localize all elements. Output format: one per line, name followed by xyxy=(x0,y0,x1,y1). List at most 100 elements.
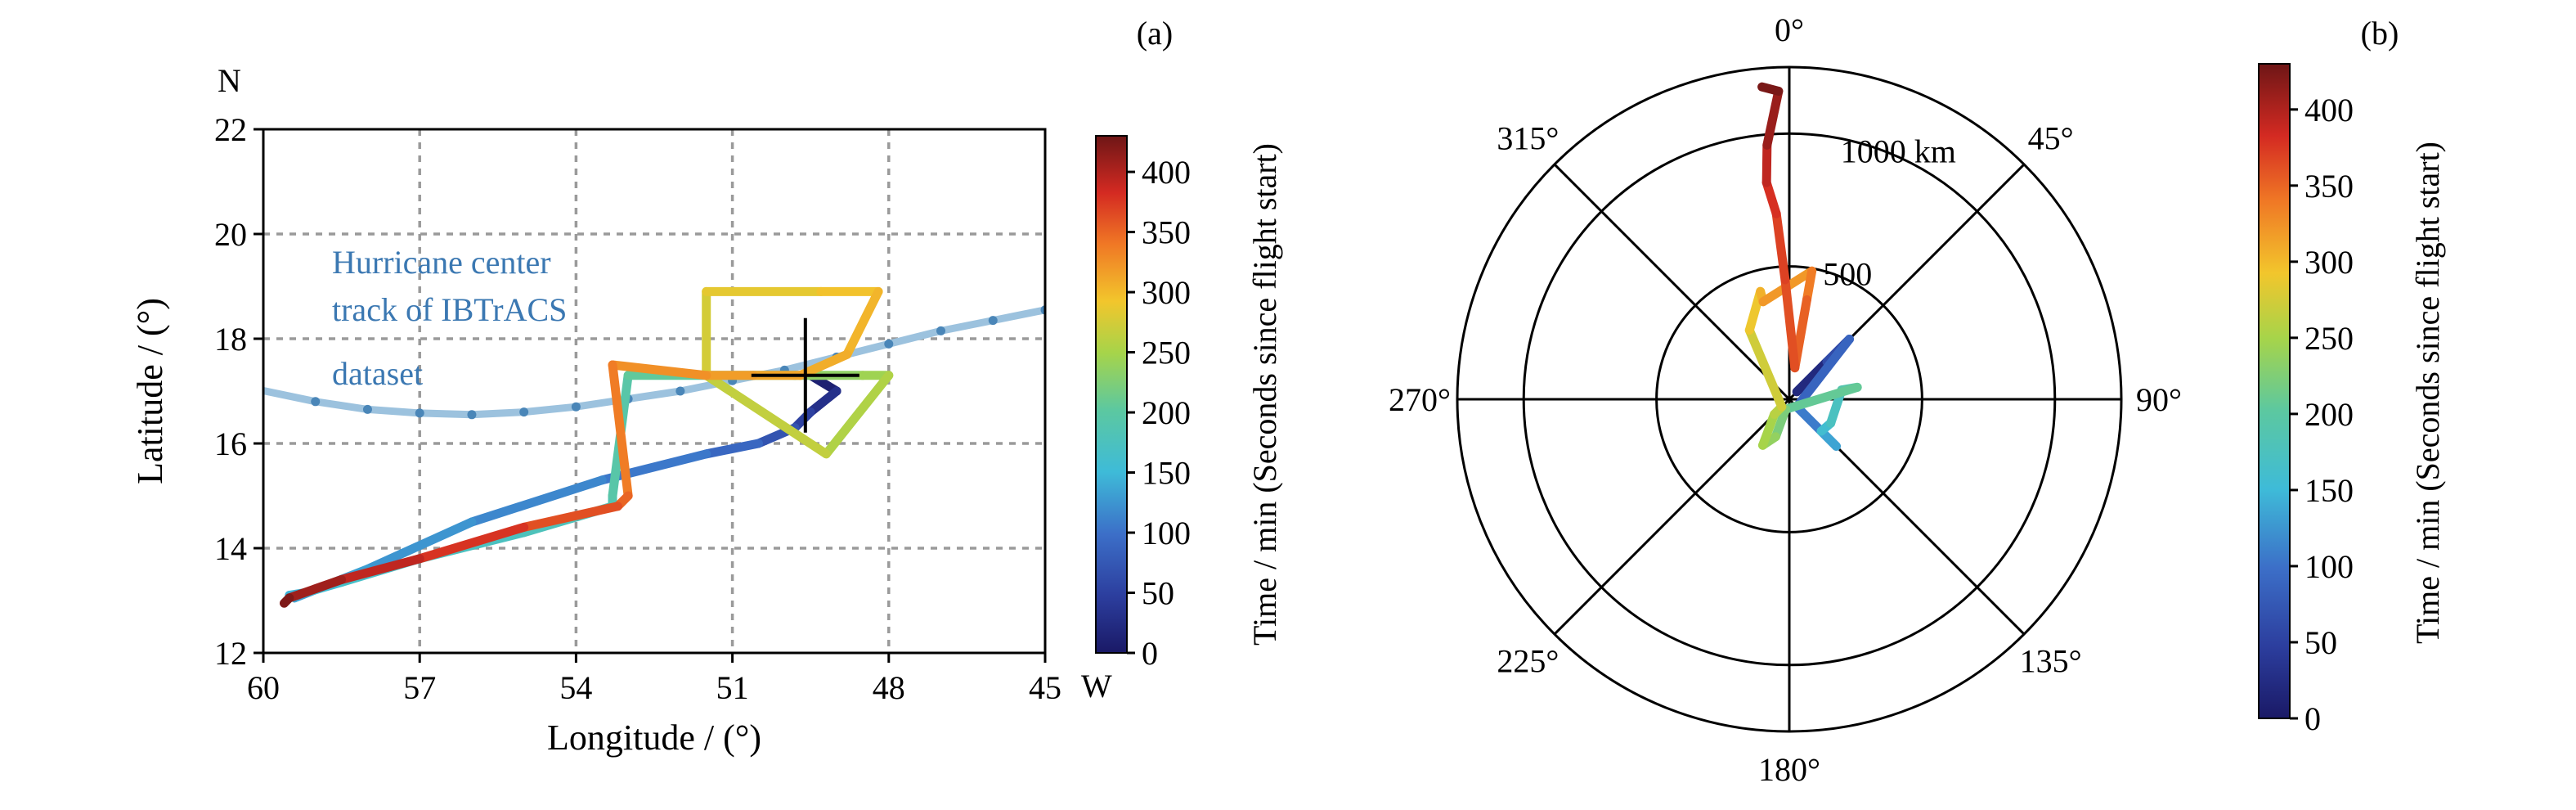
panel-b-label: (b) xyxy=(2361,15,2399,52)
flight-track-segment xyxy=(806,386,841,417)
panel-a: (a) 60 57 54 51 48 45 12 14 16 18 20 22 W N Longit… xyxy=(130,15,1283,758)
x-tick-label: 51 xyxy=(716,669,749,706)
polar-track-segment xyxy=(1758,409,1779,450)
flight-track-segment xyxy=(795,349,852,380)
polar-angle-label: 45° xyxy=(2028,119,2074,156)
colorbar-tick-label: 0 xyxy=(2304,700,2321,737)
colorbar-a-label: Time / min (Seconds since flight start) xyxy=(1246,143,1283,646)
x-tick-label: 48 xyxy=(873,669,905,706)
panel-b: (b) 0°45°90°135°180°225°270°315° 5001000… xyxy=(1389,11,2446,788)
colorbar-tick-label: 300 xyxy=(2304,244,2354,281)
colorbar-tick-label: 200 xyxy=(1142,394,1191,431)
colorbar-tick-label: 0 xyxy=(1142,635,1158,672)
panel-a-xlabel: Longitude / (°) xyxy=(547,718,761,758)
polar-spoke xyxy=(1553,398,1791,636)
panel-a-yticks: 12 14 16 18 20 22 xyxy=(214,111,263,672)
hurricane-track-point xyxy=(571,402,581,412)
hurricane-track-point xyxy=(467,410,477,420)
panel-a-x-hemisphere: W xyxy=(1081,668,1112,704)
x-tick-label: 60 xyxy=(247,669,280,706)
polar-track-segment xyxy=(1761,178,1781,218)
flight-track-segment xyxy=(842,286,883,359)
hurricane-track-line xyxy=(263,306,1045,419)
polar-track-segment xyxy=(1770,404,1791,442)
colorbar-tick-label: 250 xyxy=(1142,335,1191,371)
panel-a-colorbar: 0 50 100 150 200 250 300 350 400 Time / min (Sec… xyxy=(1095,135,1283,672)
colorbar-tick-label: 400 xyxy=(2304,92,2354,128)
colorbar-tick-label: 300 xyxy=(1142,274,1191,311)
panel-b-polar-grid xyxy=(1456,65,2123,733)
polar-radial-label: 1000 km xyxy=(1841,133,1956,170)
polar-angle-label: 135° xyxy=(2020,643,2082,680)
panel-a-label: (a) xyxy=(1137,15,1173,52)
polar-angle-label: 90° xyxy=(2136,381,2182,418)
y-tick-label: 12 xyxy=(214,635,247,672)
polar-radial-label: 500 xyxy=(1823,256,1872,293)
flight-track-segment xyxy=(467,475,607,527)
polar-angle-label: 315° xyxy=(1497,119,1559,156)
flight-track-segment xyxy=(702,439,763,459)
polar-spoke xyxy=(1553,163,1791,401)
hurricane-track-point xyxy=(249,384,258,393)
y-tick-label: 16 xyxy=(214,425,247,462)
hurricane-track-point xyxy=(519,407,529,417)
flight-track-segment xyxy=(337,554,424,584)
y-tick-label: 14 xyxy=(214,530,247,567)
hurricane-track-point xyxy=(415,408,424,418)
flight-track-segment xyxy=(702,371,831,459)
colorbar-tick-label: 100 xyxy=(2304,548,2354,585)
polar-track-segment xyxy=(1802,266,1817,304)
panel-b-flight-track xyxy=(1744,82,1862,451)
flight-track-segment xyxy=(608,360,633,501)
x-tick-label: 45 xyxy=(1029,669,1061,706)
hurricane-track-point xyxy=(936,326,946,335)
panel-b-colorbar: 0 50 100 150 200 250 300 350 400 Time / min (Sec… xyxy=(2258,63,2446,737)
polar-track-segment xyxy=(1781,382,1862,414)
polar-track-segment xyxy=(1744,326,1787,412)
colorbar-b-label: Time / min (Seconds since flight start) xyxy=(2409,142,2446,644)
flight-track-segment xyxy=(285,574,347,603)
colorbar-tick-label: 200 xyxy=(2304,396,2354,433)
colorbar-tick-label: 50 xyxy=(2304,624,2337,661)
panel-a-ylabel: Latitude / (°) xyxy=(130,298,170,484)
polar-track-segment xyxy=(1762,86,1784,150)
annotation-line-1: Hurricane center xyxy=(332,244,551,281)
polar-angle-label: 0° xyxy=(1775,11,1804,48)
colorbar-b-gradient xyxy=(2258,63,2291,719)
flight-track-segment xyxy=(821,371,894,459)
x-tick-label: 57 xyxy=(403,669,436,706)
colorbar-tick-label: 250 xyxy=(2304,320,2354,357)
annotation-line-3: dataset xyxy=(332,355,423,392)
panel-a-xticks: 60 57 54 51 48 45 xyxy=(247,653,1061,706)
hurricane-track-point xyxy=(362,404,372,414)
panel-a-flight-track xyxy=(279,286,894,608)
colorbar-tick-label: 150 xyxy=(2304,472,2354,509)
polar-angle-label: 270° xyxy=(1389,381,1451,418)
polar-track-segment xyxy=(1757,82,1784,96)
y-tick-label: 20 xyxy=(214,216,247,253)
annotation-line-2: track of IBTrACS xyxy=(332,291,567,328)
colorbar-tick-label: 400 xyxy=(1142,154,1191,191)
colorbar-tick-label: 100 xyxy=(1142,515,1191,551)
colorbar-tick-label: 150 xyxy=(1142,455,1191,492)
hurricane-track-point xyxy=(988,316,998,326)
polar-track-segment xyxy=(1761,140,1772,187)
colorbar-a-gradient xyxy=(1095,135,1128,654)
panel-a-y-hemisphere: N xyxy=(218,62,241,99)
flight-track-segment xyxy=(279,593,294,608)
polar-angle-label: 225° xyxy=(1497,643,1559,680)
polar-track-segment xyxy=(1792,335,1854,412)
flight-track-segment xyxy=(362,517,477,574)
polar-track-segment xyxy=(1771,209,1790,285)
polar-track-segment xyxy=(1792,357,1832,397)
colorbar-tick-label: 350 xyxy=(1142,214,1191,251)
x-tick-label: 54 xyxy=(559,669,592,706)
panel-a-annotation: Hurricane center track of IBTrACS datase… xyxy=(332,244,567,392)
panel-a-axes-frame xyxy=(262,128,1047,655)
panel-a-center-marker xyxy=(751,317,859,433)
flight-track-segment xyxy=(415,522,529,564)
y-tick-label: 22 xyxy=(214,111,247,148)
colorbar-a-ticks: 0 50 100 150 200 250 300 350 400 xyxy=(1127,154,1191,672)
polar-angle-label: 180° xyxy=(1758,751,1820,788)
